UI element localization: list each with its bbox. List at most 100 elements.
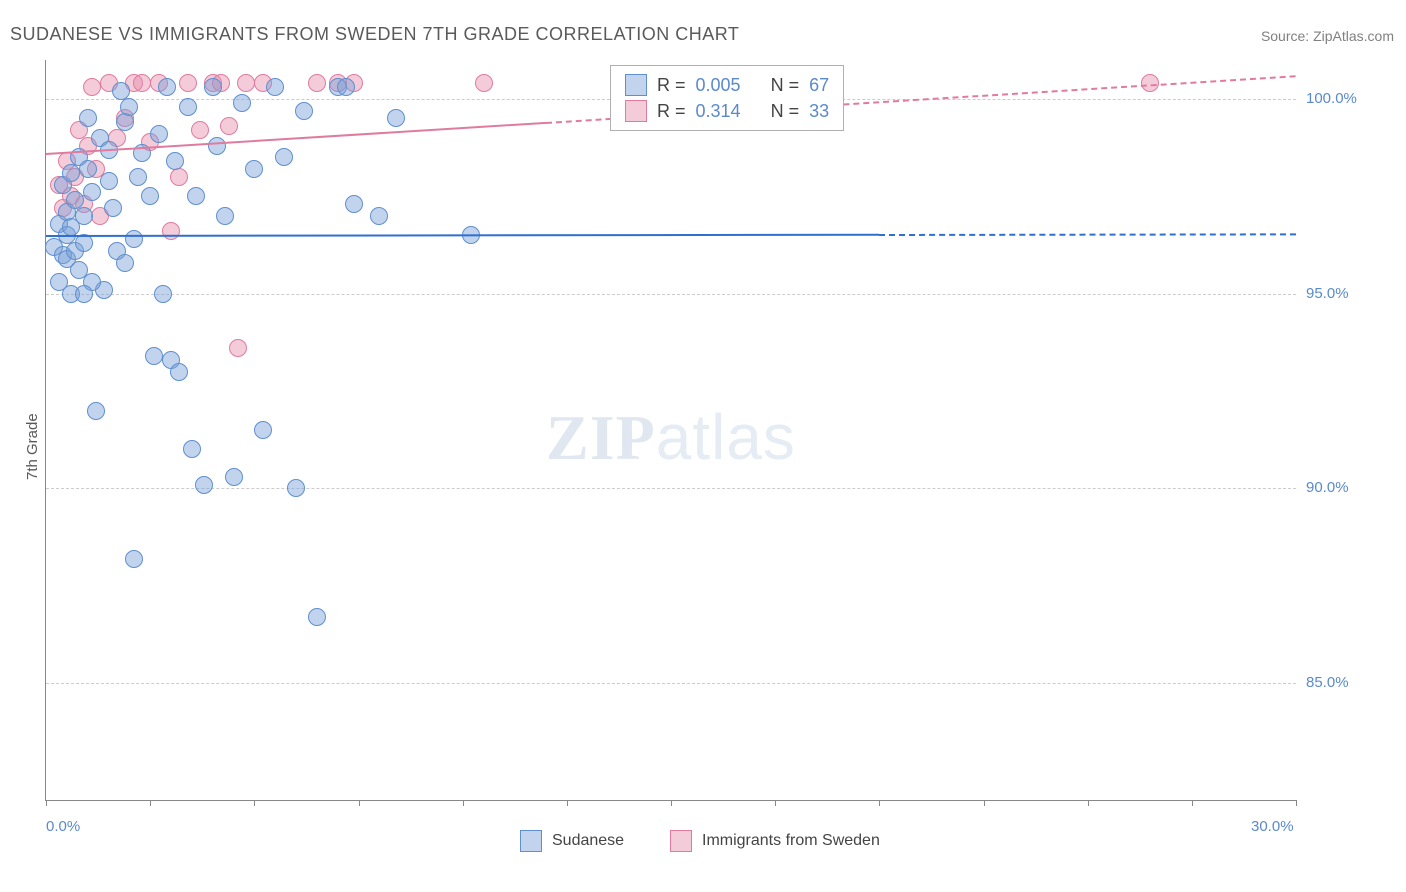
x-tick bbox=[150, 800, 151, 806]
swatch-sudanese bbox=[520, 830, 542, 852]
x-tick bbox=[463, 800, 464, 806]
scatter-point-sudanese bbox=[129, 168, 147, 186]
scatter-point-sudanese bbox=[166, 152, 184, 170]
x-tick bbox=[46, 800, 47, 806]
scatter-point-sudanese bbox=[308, 608, 326, 626]
stat-N-label: N = bbox=[771, 72, 800, 98]
gridline-h bbox=[46, 488, 1296, 489]
stat-R-label: R = bbox=[657, 72, 686, 98]
x-tick bbox=[359, 800, 360, 806]
scatter-point-sudanese bbox=[79, 160, 97, 178]
scatter-point-sudanese bbox=[141, 187, 159, 205]
scatter-point-sudanese bbox=[83, 183, 101, 201]
chart-container: SUDANESE VS IMMIGRANTS FROM SWEDEN 7TH G… bbox=[0, 0, 1406, 892]
x-tick bbox=[254, 800, 255, 806]
x-tick bbox=[879, 800, 880, 806]
scatter-point-sudanese bbox=[266, 78, 284, 96]
stat-R-label: R = bbox=[657, 98, 686, 124]
scatter-point-sudanese bbox=[170, 363, 188, 381]
stat-N-sudanese: 67 bbox=[809, 72, 829, 98]
x-tick-label: 30.0% bbox=[1251, 818, 1294, 835]
scatter-point-sudanese bbox=[295, 102, 313, 120]
x-tick bbox=[1088, 800, 1089, 806]
source-name: ZipAtlas.com bbox=[1313, 28, 1394, 44]
y-tick-label: 100.0% bbox=[1306, 90, 1357, 107]
scatter-point-sudanese bbox=[183, 440, 201, 458]
scatter-point-sweden bbox=[237, 74, 255, 92]
swatch-sudanese bbox=[625, 74, 647, 96]
stat-N-sweden: 33 bbox=[809, 98, 829, 124]
stat-R-sudanese: 0.005 bbox=[696, 72, 741, 98]
scatter-point-sudanese bbox=[225, 468, 243, 486]
stats-row-sudanese: R = 0.005 N = 67 bbox=[625, 72, 829, 98]
scatter-point-sudanese bbox=[62, 164, 80, 182]
stat-R-sweden: 0.314 bbox=[696, 98, 741, 124]
watermark-light: atlas bbox=[656, 401, 796, 473]
scatter-point-sudanese bbox=[370, 207, 388, 225]
scatter-point-sweden bbox=[191, 121, 209, 139]
x-tick-label: 0.0% bbox=[46, 818, 80, 835]
scatter-point-sudanese bbox=[275, 148, 293, 166]
scatter-point-sudanese bbox=[116, 113, 134, 131]
scatter-point-sudanese bbox=[254, 421, 272, 439]
scatter-point-sudanese bbox=[287, 479, 305, 497]
stats-legend-box: R = 0.005 N = 67 R = 0.314 N = 33 bbox=[610, 65, 844, 131]
series-legend-sudanese: Sudanese bbox=[520, 830, 624, 852]
stats-row-sweden: R = 0.314 N = 33 bbox=[625, 98, 829, 124]
scatter-point-sudanese bbox=[337, 78, 355, 96]
x-tick bbox=[775, 800, 776, 806]
scatter-point-sudanese bbox=[87, 402, 105, 420]
scatter-point-sweden bbox=[170, 168, 188, 186]
plot-area: ZIPatlas 85.0%90.0%95.0%100.0%0.0%30.0% bbox=[45, 60, 1296, 801]
scatter-point-sudanese bbox=[120, 98, 138, 116]
swatch-sweden bbox=[625, 100, 647, 122]
scatter-point-sudanese bbox=[75, 207, 93, 225]
gridline-h bbox=[46, 294, 1296, 295]
x-tick bbox=[1296, 800, 1297, 806]
scatter-point-sudanese bbox=[208, 137, 226, 155]
scatter-point-sudanese bbox=[195, 476, 213, 494]
scatter-point-sudanese bbox=[104, 199, 122, 217]
series-legend-sweden: Immigrants from Sweden bbox=[670, 830, 880, 852]
y-axis-title: 7th Grade bbox=[24, 413, 41, 480]
scatter-point-sweden bbox=[179, 74, 197, 92]
y-tick-label: 95.0% bbox=[1306, 285, 1349, 302]
swatch-sweden bbox=[670, 830, 692, 852]
scatter-point-sweden bbox=[475, 74, 493, 92]
y-tick-label: 85.0% bbox=[1306, 674, 1349, 691]
scatter-point-sudanese bbox=[79, 109, 97, 127]
scatter-point-sudanese bbox=[116, 254, 134, 272]
legend-label-sudanese: Sudanese bbox=[552, 832, 624, 850]
scatter-point-sweden bbox=[308, 74, 326, 92]
scatter-point-sweden bbox=[133, 74, 151, 92]
scatter-point-sweden bbox=[229, 339, 247, 357]
scatter-point-sudanese bbox=[204, 78, 222, 96]
y-tick-label: 90.0% bbox=[1306, 479, 1349, 496]
scatter-point-sudanese bbox=[158, 78, 176, 96]
trend-line-sudanese-dashed bbox=[879, 233, 1296, 236]
scatter-point-sudanese bbox=[245, 160, 263, 178]
source-attribution: Source: ZipAtlas.com bbox=[1261, 28, 1394, 44]
scatter-point-sudanese bbox=[125, 550, 143, 568]
watermark-bold: ZIP bbox=[546, 402, 656, 473]
stat-N-label: N = bbox=[771, 98, 800, 124]
x-tick bbox=[1192, 800, 1193, 806]
scatter-point-sudanese bbox=[150, 125, 168, 143]
scatter-point-sweden bbox=[220, 117, 238, 135]
scatter-point-sudanese bbox=[145, 347, 163, 365]
scatter-point-sweden bbox=[162, 222, 180, 240]
legend-label-sweden: Immigrants from Sweden bbox=[702, 832, 880, 850]
scatter-point-sudanese bbox=[154, 285, 172, 303]
scatter-point-sudanese bbox=[345, 195, 363, 213]
scatter-point-sudanese bbox=[125, 230, 143, 248]
source-prefix: Source: bbox=[1261, 28, 1313, 44]
scatter-point-sudanese bbox=[187, 187, 205, 205]
scatter-point-sudanese bbox=[233, 94, 251, 112]
scatter-point-sudanese bbox=[179, 98, 197, 116]
chart-title: SUDANESE VS IMMIGRANTS FROM SWEDEN 7TH G… bbox=[10, 24, 739, 45]
scatter-point-sudanese bbox=[75, 285, 93, 303]
watermark: ZIPatlas bbox=[546, 400, 796, 475]
x-tick bbox=[671, 800, 672, 806]
x-tick bbox=[984, 800, 985, 806]
scatter-point-sudanese bbox=[387, 109, 405, 127]
